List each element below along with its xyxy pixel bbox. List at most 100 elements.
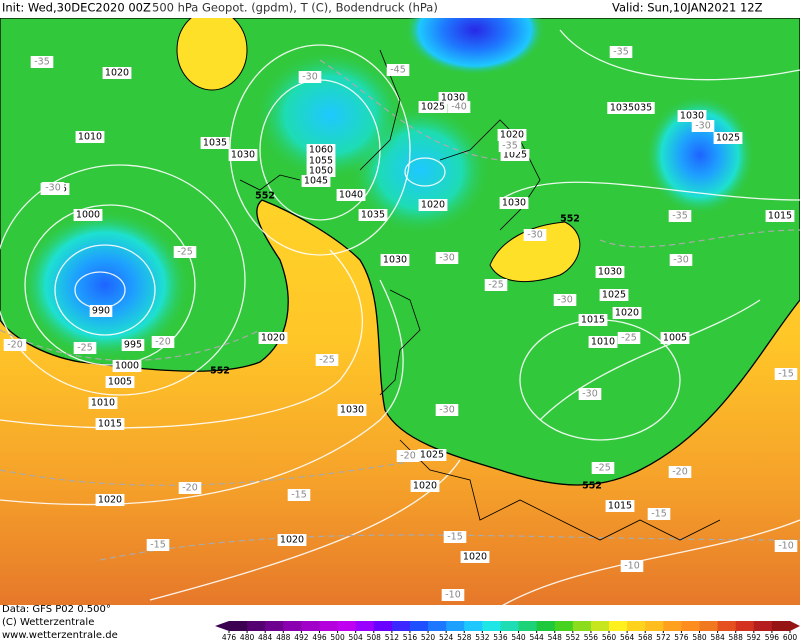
colorbar-tick-label: 548: [548, 633, 563, 642]
temperature-label: -25: [595, 463, 611, 474]
temperature-label-box: [484, 279, 508, 291]
pressure-label-box: [95, 494, 125, 506]
geopotential-label: 552: [582, 481, 602, 492]
pressure-label-box: [497, 129, 527, 141]
pressure-label-box: [713, 132, 743, 144]
pressure-label: 1025: [602, 290, 626, 301]
colorbar-cell: [337, 621, 357, 631]
colorbar-tick-label: 584: [710, 633, 725, 642]
temperature-label: -30: [695, 121, 711, 132]
colorbar-tick-label: 564: [620, 633, 635, 642]
pressure-label: 1015: [581, 315, 605, 326]
pressure-label-box: [306, 165, 336, 177]
colorbar-tick-label: 500: [330, 633, 345, 642]
colorbar-cell: [428, 621, 447, 631]
temperature-label: -20: [155, 337, 171, 348]
pressure-label: 1000: [76, 210, 100, 221]
temperature-label: -25: [177, 247, 193, 258]
pressure-label: 1055: [309, 156, 333, 167]
header-band: [0, 0, 800, 18]
pressure-label: 990: [92, 306, 110, 317]
temperature-label-box: [578, 388, 602, 400]
temperature-label: -20: [400, 451, 416, 462]
colorbar-tick-label: 520: [421, 633, 436, 642]
pressure-label-box: [660, 332, 690, 344]
colorbar-tick-label: 480: [240, 633, 255, 642]
pressure-label: 1050: [309, 166, 333, 177]
temperature-label: -15: [150, 540, 166, 551]
temperature-label: -30: [439, 253, 455, 264]
map-title: 500 hPa Geopot. (gpdm), T (C), Bodendruc…: [152, 1, 438, 15]
pressure-label: 1005: [108, 377, 132, 388]
temperature-label-box: [298, 71, 322, 83]
temperature-label: -30: [302, 72, 318, 83]
copyright: (C) Wetterzentrale: [2, 617, 94, 628]
cold-core: [405, 0, 545, 75]
pressure-label: 1010: [91, 398, 115, 409]
colorbar-cell: [735, 621, 755, 631]
colorbar-cell: [373, 621, 393, 631]
pressure-label-box: [337, 404, 367, 416]
pressure-label-box: [336, 189, 366, 201]
temperature-label-box: [435, 404, 459, 416]
website: www.wetterzentrale.de: [2, 630, 118, 641]
colorbar-cell: [572, 621, 592, 631]
colorbar-tick-label: 580: [692, 633, 707, 642]
pressure-label: 1045: [304, 176, 328, 187]
colorbar: 476 480 484 488 492 496 500 504 508 512 516 520 524 5…: [215, 621, 800, 642]
pressure-label: 1020: [98, 495, 122, 506]
temperature-label-box: [443, 531, 467, 543]
pressure-label-box: [612, 307, 642, 319]
pressure-label: 1020: [421, 200, 445, 211]
pressure-label: 1020: [280, 535, 304, 546]
pressure-label-box: [605, 500, 635, 512]
pressure-label-box: [306, 144, 336, 156]
temperature-label: -35: [613, 47, 629, 58]
pressure-label: 1020: [105, 68, 129, 79]
pressure-label: 1020: [615, 308, 639, 319]
colorbar-tick-label: 592: [747, 633, 762, 642]
temperature-label: -15: [447, 532, 463, 543]
pressure-label: 995: [124, 340, 142, 351]
colorbar-tick-label: 552: [566, 633, 581, 642]
pressure-label: 1020: [500, 130, 524, 141]
pressure-label-box: [417, 449, 447, 461]
temperature-label-box: [396, 450, 420, 462]
temperature-label-box: [447, 101, 471, 113]
colorbar-cell: [590, 621, 610, 631]
warm-area: [176, 9, 248, 91]
temperature-label: -25: [621, 333, 637, 344]
temperature-label: -20: [7, 340, 23, 351]
colorbar-cell: [464, 621, 483, 631]
temperature-label: -30: [673, 255, 689, 266]
pressure-label-box: [358, 209, 388, 221]
pressure-label: 1025: [420, 450, 444, 461]
colorbar-tick-label: 596: [765, 633, 780, 642]
data-source: Data: GFS P02 0.500°: [2, 604, 111, 615]
low-pressure-area: [20, 210, 190, 360]
colorbar-tick-label: 492: [294, 633, 309, 642]
colorbar-tick-label: 532: [475, 633, 490, 642]
pressure-label-box: [677, 110, 707, 122]
temperature-label: -40: [451, 102, 467, 113]
pressure-label-box: [112, 360, 142, 372]
pressure-label-box: [599, 289, 629, 301]
pressure-label-box: [89, 305, 113, 317]
pressure-label-box: [73, 209, 103, 221]
pressure-label-box: [88, 397, 118, 409]
temperature-label-box: [523, 229, 547, 241]
colorbar-cell: [482, 621, 501, 631]
temperature-label-box: [73, 342, 97, 354]
temperature-label: -30: [439, 405, 455, 416]
colorbar-tick-label: 508: [367, 633, 382, 642]
pressure-label-box: [258, 332, 288, 344]
pressure-label-box: [607, 102, 655, 114]
pressure-label: 1035: [361, 210, 385, 221]
temperature-label-box: [178, 482, 202, 494]
pressure-label-box: [578, 314, 608, 326]
temperature-label-box: [3, 339, 27, 351]
colorbar-cell: [283, 621, 302, 631]
pressure-label-box: [121, 339, 145, 351]
temperature-label-box: [668, 466, 692, 478]
pressure-label: 1030: [441, 93, 465, 104]
